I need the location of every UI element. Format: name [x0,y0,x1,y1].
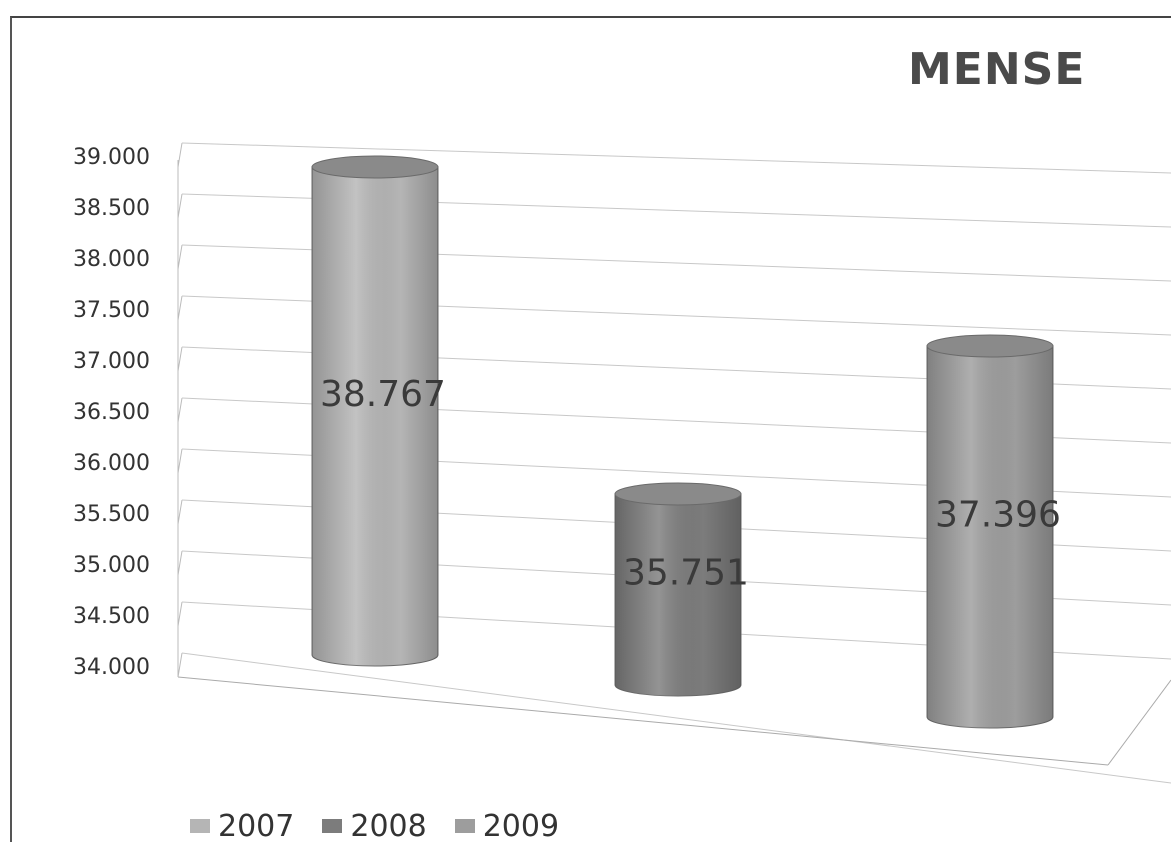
legend-label-2008: 2008 [350,808,427,844]
floor-front-edge [177,676,1109,766]
side-gridline [177,142,183,168]
y-axis: 34.000 34.500 35.000 35.500 36.000 36.500 37.0… [73,145,150,680]
y-tick-label: 34.000 [73,655,150,680]
side-gridline [177,397,183,423]
bar-top-2007 [311,155,439,179]
legend-swatch-2008 [322,819,343,833]
side-gridline [177,652,183,678]
floor-right-edge [1107,679,1171,766]
side-gridline [177,550,183,576]
side-gridline [177,295,183,321]
bar-top-2009 [926,334,1054,358]
bar-shading-2008 [615,494,741,696]
y-tick-label: 37.500 [73,298,150,323]
y-tick-label: 35.000 [73,553,150,578]
legend-item: 2007 [190,809,294,844]
y-tick-label: 36.500 [73,400,150,425]
legend: 2007 2008 2009 [190,806,559,846]
data-label-2007: 38.767 [320,374,446,415]
chart-title: MENSE [908,44,1086,95]
data-label-2008: 35.751 [623,553,749,594]
y-tick-label: 39.000 [73,145,150,170]
legend-swatch-2007 [190,819,210,833]
bar-top-2008 [614,482,742,506]
y-tick-label: 34.500 [73,604,150,629]
legend-item: 2008 [322,808,427,844]
bar-shading-2007 [312,167,438,666]
data-label-2009: 37.396 [935,495,1061,536]
side-gridline [177,346,183,372]
legend-label-2007: 2007 [218,808,295,844]
legend-label-2009: 2009 [482,808,560,844]
gridline [181,142,1171,174]
bars [311,155,1054,729]
side-gridline [177,601,183,627]
bar-shading-2009 [927,346,1053,728]
side-gridline [177,244,183,270]
y-tick-label: 38.000 [73,247,150,272]
y-tick-label: 35.500 [73,502,150,527]
legend-swatch-2009 [454,819,475,833]
legend-item: 2009 [454,808,560,844]
side-gridline [177,193,183,219]
side-gridline [177,448,183,474]
y-tick-label: 38.500 [73,196,150,221]
data-labels: 38.767 35.751 37.396 [320,374,1061,594]
y-tick-label: 37.000 [73,349,150,374]
side-gridline [177,499,183,525]
gridline [181,652,1171,784]
y-tick-label: 36.000 [73,451,150,476]
